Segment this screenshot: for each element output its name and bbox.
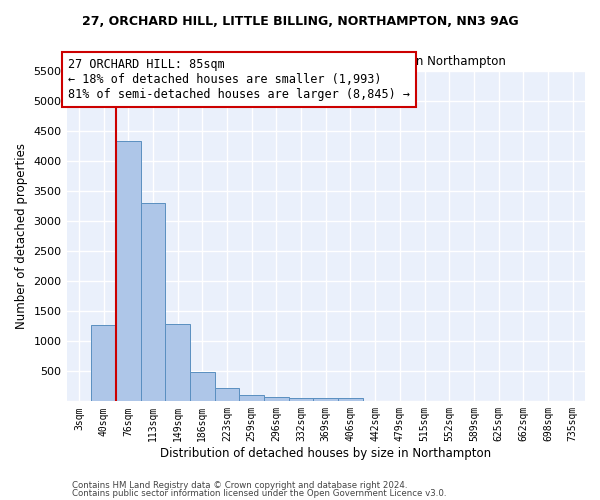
Bar xyxy=(289,398,313,402)
Bar xyxy=(116,141,140,402)
Bar xyxy=(165,324,190,402)
Bar xyxy=(91,325,116,402)
Bar xyxy=(264,396,289,402)
Y-axis label: Number of detached properties: Number of detached properties xyxy=(15,143,28,329)
Bar xyxy=(338,398,363,402)
X-axis label: Distribution of detached houses by size in Northampton: Distribution of detached houses by size … xyxy=(160,447,491,460)
Title: Size of property relative to detached houses in Northampton: Size of property relative to detached ho… xyxy=(146,55,506,68)
Bar xyxy=(313,398,338,402)
Text: 27 ORCHARD HILL: 85sqm
← 18% of detached houses are smaller (1,993)
81% of semi-: 27 ORCHARD HILL: 85sqm ← 18% of detached… xyxy=(68,58,410,101)
Text: Contains public sector information licensed under the Open Government Licence v3: Contains public sector information licen… xyxy=(72,488,446,498)
Bar xyxy=(239,396,264,402)
Text: 27, ORCHARD HILL, LITTLE BILLING, NORTHAMPTON, NN3 9AG: 27, ORCHARD HILL, LITTLE BILLING, NORTHA… xyxy=(82,15,518,28)
Text: Contains HM Land Registry data © Crown copyright and database right 2024.: Contains HM Land Registry data © Crown c… xyxy=(72,481,407,490)
Bar xyxy=(140,203,165,402)
Bar xyxy=(215,388,239,402)
Bar xyxy=(190,372,215,402)
